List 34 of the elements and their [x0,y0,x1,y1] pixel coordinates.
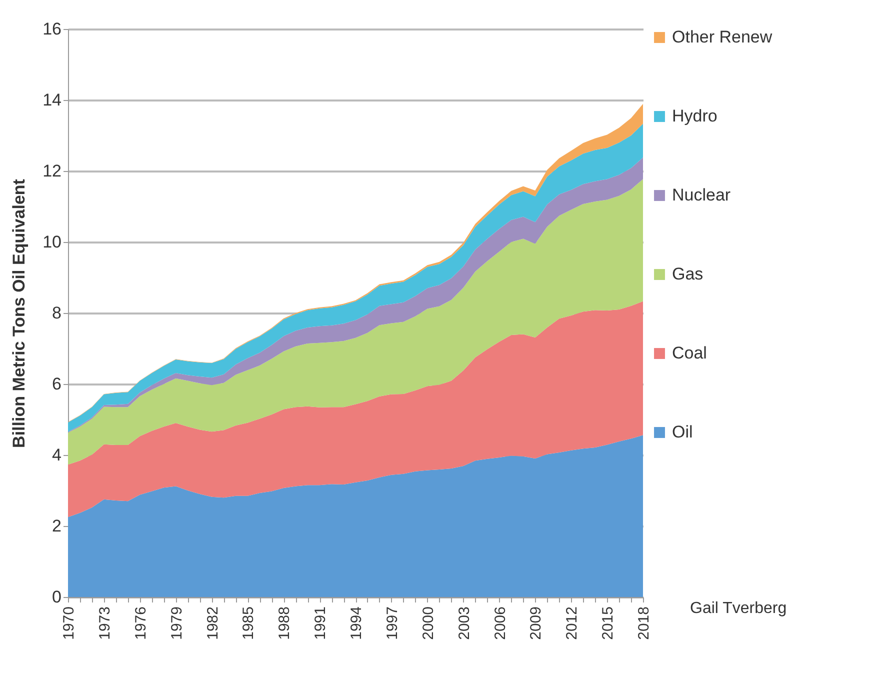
x-tick-label: 1970 [60,606,78,640]
y-tick-label: 10 [42,232,62,252]
x-tick-label: 1997 [384,606,401,640]
y-tick-label: 14 [42,90,62,110]
y-tick-label: 4 [52,446,62,464]
x-tick-label: 1994 [348,606,365,640]
x-tick-label: 2009 [528,606,545,640]
x-tick-label: 2012 [564,606,581,640]
y-tick-label: 8 [52,304,62,322]
y-tick-label: 0 [52,588,62,606]
x-tick-label: 2018 [636,606,652,640]
x-tick-label: 2006 [492,606,509,640]
x-tick-label: 1991 [312,606,330,640]
text: Gail Tverberg [690,600,787,618]
x-tick-label: 1979 [168,606,186,640]
legend-label: Gas [672,264,704,284]
x-tick-label: 1976 [132,606,150,640]
x-tick-label: 1973 [96,606,114,640]
y-tick-label: 12 [42,162,62,180]
legend-label: Oil [672,422,693,442]
x-tick-label: 1985 [240,606,258,640]
legend-label: Other Renew [672,28,773,46]
y-tick-label: 6 [52,374,62,394]
legend-label: Hydro [672,106,718,126]
y-tick-label: 2 [52,516,62,536]
x-tick-label: 2003 [456,606,473,640]
y-axis-title: Billion Metric Tons Oil Equivalent [10,178,29,448]
y-tick-label: 16 [42,20,62,38]
x-tick-label: 2000 [420,606,437,640]
legend-label: Coal [672,344,707,362]
x-tick-label: 2015 [600,606,617,640]
legend-label: Nuclear [672,186,731,204]
x-tick-label: 1988 [276,606,294,640]
x-tick-label: 1982 [204,606,222,640]
